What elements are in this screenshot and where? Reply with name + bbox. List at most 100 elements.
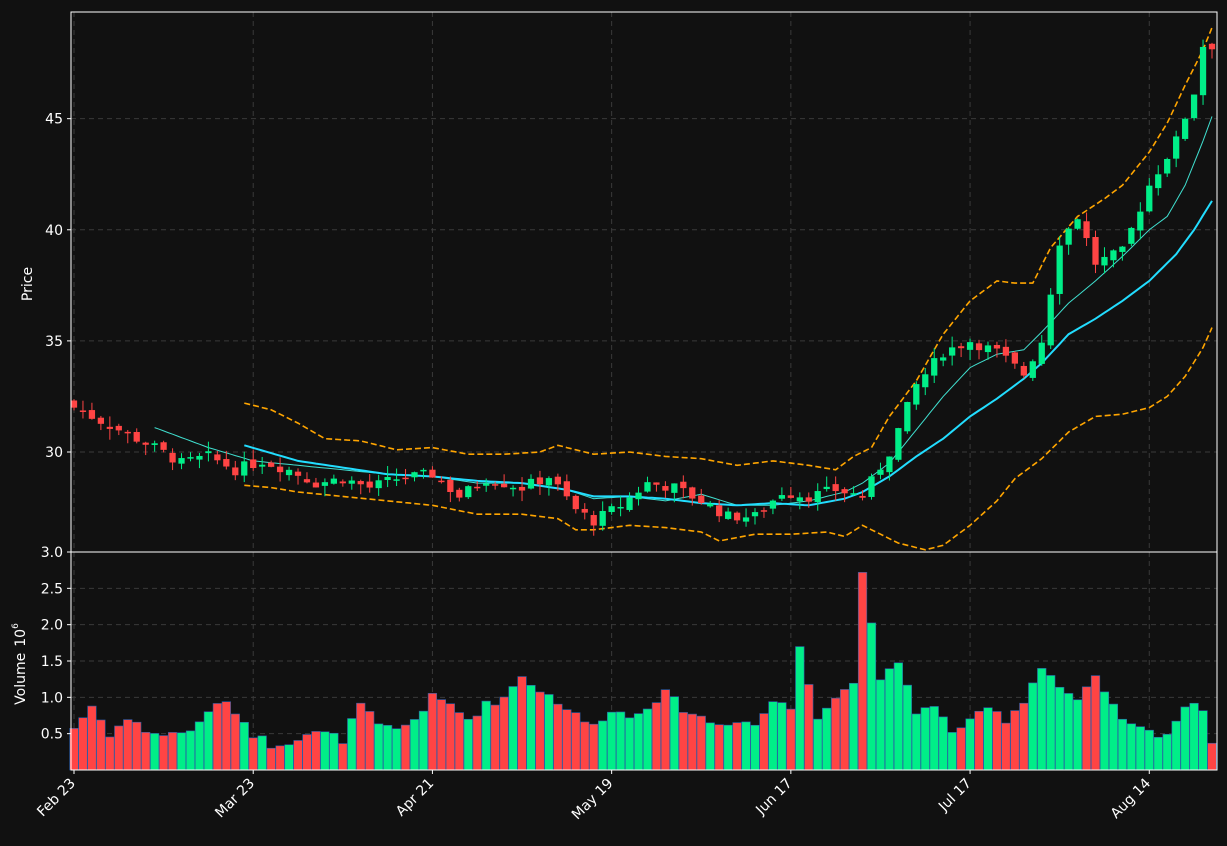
volume-bar [203,711,214,771]
candle [1155,165,1162,196]
candle [1199,39,1207,105]
candle-body [447,479,454,493]
date-tick-label: Feb 23 [34,776,79,821]
volume-tick-label: 2.0 [41,618,63,634]
price-axis-label: Price [20,267,36,301]
candle [79,400,87,419]
candle [608,503,615,515]
candle [1083,212,1090,246]
volume-bar [105,736,115,771]
volume-bar [804,684,814,771]
candle [653,482,660,492]
candle [527,474,535,490]
volume-bar [777,702,787,771]
candle [474,481,481,492]
volume-bar [535,691,545,771]
volume-tick-label: 3.0 [41,545,63,561]
candle-body [716,505,723,517]
candle [940,353,947,367]
candle [617,496,624,517]
candle [895,427,902,462]
volume-bar [481,700,491,771]
volume-bars [69,572,1217,771]
candle [662,481,669,499]
volume-bar [526,685,536,771]
volume-bar [1001,722,1011,771]
candle [429,466,436,478]
candle [644,476,651,493]
candle-body [205,451,212,454]
candle-body [88,410,96,419]
candle [1173,130,1180,168]
candle [321,478,329,497]
candle [760,507,768,518]
candle-body [787,495,794,498]
candle-body [241,461,248,476]
volume-bar [1108,703,1119,771]
candle-body [581,508,588,513]
candle [500,474,508,488]
candle-body [1146,185,1153,212]
candle-body [590,515,597,526]
volume-bar [418,710,429,771]
candle-body [160,442,167,450]
candle [294,468,302,485]
volume-bar [893,662,903,771]
candle [285,466,293,481]
volume-bar [347,718,357,771]
candle-body [214,454,221,461]
volume-bar [678,712,688,771]
volume-bar [1180,706,1190,771]
volume-bar [454,712,464,771]
candle [1128,226,1135,247]
price-tick-label: 35 [45,334,63,350]
candle-body [321,482,329,486]
ma-slow-line [244,200,1213,507]
candle-body [285,469,293,476]
candle-body [357,481,364,485]
date-tick-label: Aug 14 [1108,775,1154,821]
candle [993,341,1001,358]
candle [393,468,400,487]
volume-bar [822,707,832,771]
candle [509,485,517,497]
candle-body [984,345,992,353]
volume-multiplier-exponent: 6 [11,623,21,629]
candle [492,481,499,490]
volume-bar [920,707,930,771]
candle [357,479,364,495]
volume-bar [1189,702,1199,771]
volume-bar [391,728,402,771]
volume-bar [1126,723,1136,771]
volume-bar [239,722,249,771]
candle [635,486,642,506]
candle-body [563,481,570,497]
candle-body [671,483,678,493]
volume-bar [696,715,706,771]
volume-bar [221,701,231,771]
candle-body [707,503,714,507]
volume-bar [956,727,966,771]
candle [268,460,275,468]
candle-body [70,400,78,408]
candle [984,341,992,360]
candle-body [1020,365,1027,376]
volume-bar [616,711,626,771]
candle [1065,227,1072,255]
candle [330,474,337,485]
volume-bar [266,747,276,771]
date-tick-label: Jul 17 [935,776,975,816]
candle [966,338,974,361]
volume-bar [293,740,303,771]
candle [250,449,257,471]
volume-bar [230,713,240,771]
date-tick-label: Jun 17 [752,776,795,819]
candle-body [375,480,382,489]
volume-bar [427,693,438,771]
price-tick-label: 40 [45,223,63,239]
candle-body [115,425,122,431]
candle [572,494,579,514]
candle [1110,249,1117,268]
candle-body [554,476,562,485]
candle [133,428,140,444]
